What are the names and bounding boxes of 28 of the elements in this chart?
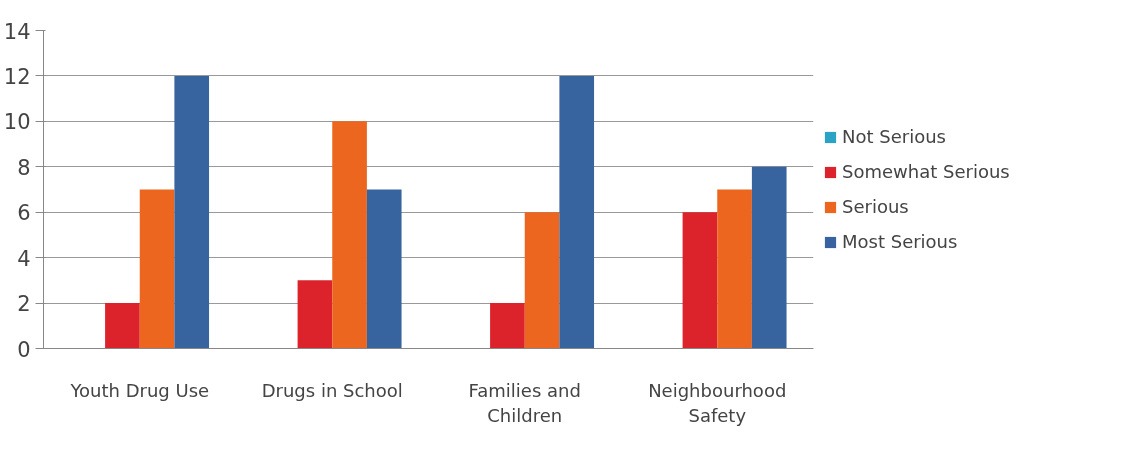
bar: [717, 189, 752, 349]
y-tick-label: 0: [17, 337, 31, 362]
bar: [682, 212, 718, 349]
x-tick-label: Families and Children: [468, 379, 581, 426]
bar: [139, 189, 175, 349]
legend-label: Most Serious: [842, 231, 958, 252]
bar: [332, 121, 367, 349]
legend-label: Serious: [842, 196, 909, 217]
y-tick-label: 14: [3, 19, 31, 44]
y-tick-label: 4: [17, 246, 31, 271]
bar: [297, 280, 333, 349]
y-tick-label: 12: [3, 64, 31, 89]
y-tick-label: 6: [17, 201, 31, 226]
bar: [524, 212, 560, 349]
y-tick-label: 10: [3, 110, 31, 135]
y-tick-label: 8: [17, 155, 31, 180]
x-tick-label: Neighbourhood Safety: [648, 379, 787, 426]
y-tick-label: 2: [17, 292, 31, 317]
x-tick-label: Youth Drug Use: [69, 379, 210, 401]
bar: [751, 166, 787, 349]
bar: [174, 75, 210, 349]
legend-label: Not Serious: [842, 126, 946, 147]
bar: [490, 303, 525, 349]
bar: [559, 75, 595, 349]
bar: [366, 189, 402, 349]
x-tick-label: Drugs in School: [261, 379, 403, 401]
bar: [105, 303, 140, 349]
legend-label: Somewhat Serious: [842, 161, 1010, 182]
